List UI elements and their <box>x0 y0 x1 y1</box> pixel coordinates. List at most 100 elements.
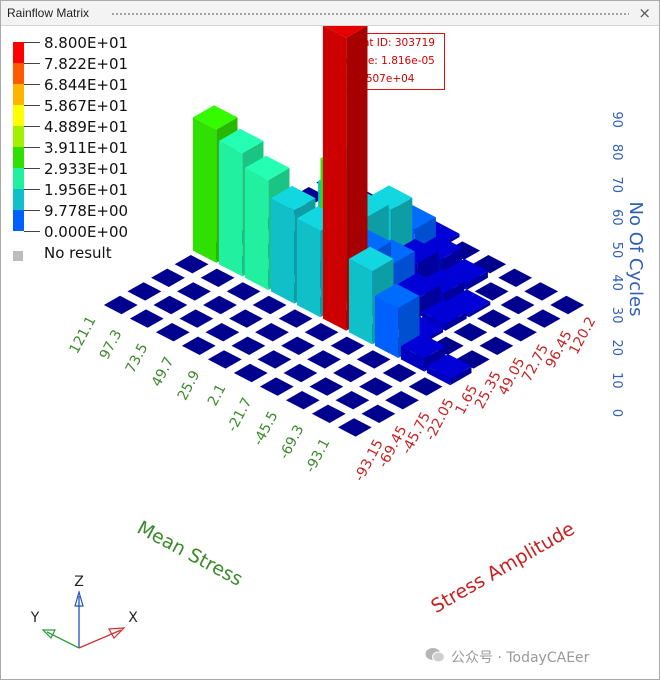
close-icon[interactable]: × <box>638 4 651 22</box>
triad-y-label: Y <box>30 610 40 626</box>
bar-top-face <box>374 283 420 309</box>
z-axis-label: No Of Cycles <box>625 202 646 317</box>
drag-grip[interactable] <box>111 12 629 16</box>
no-result-label: No result <box>44 244 112 262</box>
z-tick-label: 40 <box>609 274 624 291</box>
floor-cell <box>200 268 235 287</box>
legend-entry: 2.933E+01 <box>11 160 211 189</box>
legend-entry: 7.822E+01 <box>11 55 211 84</box>
floor-cell <box>181 336 216 355</box>
bars <box>192 26 491 386</box>
bar-top-face <box>270 185 316 211</box>
floor-cell <box>333 363 367 383</box>
legend-label: 5.867E+01 <box>44 97 129 115</box>
mean-stress-tick: -69.3 <box>276 422 307 462</box>
bar <box>426 354 472 386</box>
floor-cell <box>226 282 261 301</box>
wechat-icon <box>425 648 445 663</box>
bar-front-face <box>296 218 321 318</box>
floor-cell <box>498 268 533 287</box>
mean-stress-tick: 2.1 <box>205 382 230 409</box>
legend-entry: 4.889E+01 <box>11 118 211 147</box>
bar-top-face <box>218 128 264 154</box>
bar-side-face <box>443 281 465 304</box>
legend-tick <box>24 168 40 169</box>
z-axis: 0 10 20 30 40 50 60 70 80 90 No Of Cycles <box>609 111 646 417</box>
triad-y-line <box>46 631 80 649</box>
legend-tick <box>24 105 40 106</box>
floor-cell <box>257 350 292 369</box>
bar-top-face <box>417 235 462 260</box>
watermark-text: 公众号 · TodayCAEer <box>451 650 590 666</box>
bar-front-face <box>270 198 295 304</box>
bar-top-face <box>323 26 367 38</box>
floor-cell <box>229 309 263 328</box>
legend-entry: 8.800E+01 <box>11 34 211 63</box>
triad-y-arrow <box>41 629 56 640</box>
floor-cell <box>330 336 365 355</box>
floor-cell <box>129 309 164 328</box>
bar-top-face <box>396 272 441 298</box>
floor-cell <box>477 309 511 328</box>
floor-cell <box>359 377 393 396</box>
bar-front-face <box>400 346 425 372</box>
z-tick-label: 80 <box>609 144 624 161</box>
floor-cell <box>281 336 315 355</box>
bar-top-face <box>348 246 394 272</box>
floor-cell <box>311 404 346 423</box>
legend-swatch <box>13 105 24 126</box>
legend-swatch <box>13 63 24 84</box>
legend-swatch <box>13 189 24 210</box>
legend-entry: 9.778E+00 <box>11 202 211 231</box>
floor-cell <box>205 323 240 342</box>
legend-label: 8.800E+01 <box>44 34 129 52</box>
legend-tick <box>24 84 40 85</box>
floor-cell <box>429 336 464 355</box>
legend-swatch <box>13 84 24 105</box>
floor-cell <box>127 282 162 301</box>
legend-tick <box>24 42 40 43</box>
z-tick-label: 10 <box>609 372 624 389</box>
bar-top-face <box>445 289 491 314</box>
floor-cell <box>252 295 287 315</box>
floor-cell <box>455 350 490 369</box>
legend-tick <box>24 210 40 211</box>
legend-entry: 5.867E+01 <box>11 97 211 126</box>
bar-side-face <box>450 366 472 386</box>
legend-label: 1.956E+01 <box>44 181 129 199</box>
legend-swatch <box>13 147 24 168</box>
window-title: Rainflow Matrix <box>7 6 90 20</box>
rainflow-3d-chart[interactable]: 0 10 20 30 40 50 60 70 80 90 No Of Cycles 121.197.3… <box>1 26 659 646</box>
floor-cell <box>356 350 391 369</box>
triad-x-arrow <box>108 627 126 639</box>
legend-tick <box>24 189 40 190</box>
bar-front-face <box>244 167 269 290</box>
legend-tick <box>24 147 40 148</box>
legend-tick <box>24 63 40 64</box>
z-tick-label: 60 <box>609 209 624 226</box>
mean-stress-tick: -45.5 <box>250 409 281 449</box>
stress-amplitude-label: Stress Amplitude <box>427 518 578 618</box>
z-tick-label: 90 <box>609 111 624 128</box>
legend-label: 4.889E+01 <box>44 118 129 136</box>
legend-swatch <box>13 126 24 147</box>
mean-stress-tick: 121.1 <box>67 314 100 357</box>
mean-stress-tick: -93.1 <box>302 436 333 476</box>
bar-top-face <box>422 299 467 325</box>
bar-front-face <box>422 311 446 331</box>
legend-entry: 1.956E+01 <box>11 181 211 210</box>
floor-cell <box>526 309 561 328</box>
floor-cell <box>179 309 214 328</box>
legend-label: 0.000E+00 <box>44 223 129 241</box>
title-bar[interactable]: Rainflow Matrix × <box>1 1 659 26</box>
mean-stress-axis: 121.197.373.549.725.9 2.1-21.7-45.5-69.3-… <box>67 314 334 591</box>
floor-cell <box>335 391 370 410</box>
bar-side-face <box>419 285 441 318</box>
z-tick-label: 50 <box>609 242 624 259</box>
floor-cell <box>283 363 318 383</box>
legend-entry: 6.844E+01 <box>11 76 211 105</box>
floor-cell <box>474 282 509 301</box>
z-tick-label: 70 <box>609 177 624 194</box>
legend-label: 9.778E+00 <box>44 202 129 220</box>
mean-stress-tick: -21.7 <box>224 395 255 435</box>
